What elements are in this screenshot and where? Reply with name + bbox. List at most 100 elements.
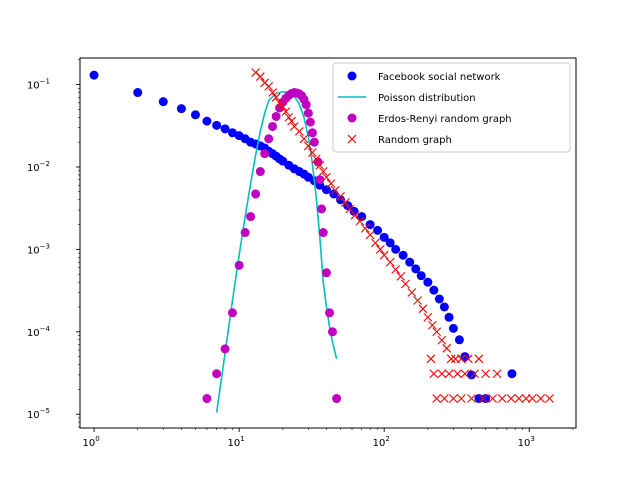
data-point-3-23 [340, 198, 350, 207]
data-point-2-34 [327, 327, 337, 337]
data-point-3-50 [429, 369, 439, 379]
data-point-0-3 [176, 104, 186, 114]
plot-frame [79, 57, 577, 429]
data-point-0-0 [89, 70, 99, 80]
data-point-3-46 [456, 354, 466, 364]
data-point-3-14 [303, 141, 313, 151]
data-point-2-30 [317, 204, 327, 214]
data-point-3-25 [350, 210, 360, 220]
data-point-2-27 [309, 137, 319, 147]
data-point-2-28 [313, 157, 323, 167]
data-point-2-2 [220, 344, 230, 354]
data-point-2-9 [260, 149, 270, 159]
data-point-3-28 [365, 230, 375, 240]
data-point-3-60 [449, 394, 458, 403]
data-point-3-8 [281, 107, 291, 116]
legend-label-poisson: Poisson distribution [378, 93, 476, 104]
legend: Facebook social network Poisson distribu… [332, 62, 571, 153]
data-point-2-32 [321, 268, 331, 278]
data-point-3-5 [271, 92, 281, 102]
data-point-3-47 [463, 354, 473, 364]
data-point-3-49 [426, 354, 436, 364]
data-point-3-32 [385, 257, 395, 267]
data-point-0-48 [454, 335, 464, 345]
legend-box [332, 62, 571, 153]
data-point-2-25 [305, 117, 315, 127]
data-point-0-32 [357, 212, 367, 222]
data-point-3-54 [460, 369, 470, 379]
data-point-2-12 [271, 111, 281, 121]
data-point-0-47 [448, 323, 458, 333]
data-point-2-1 [212, 369, 222, 379]
data-point-2-29 [315, 175, 325, 185]
data-point-3-15 [308, 148, 317, 157]
data-point-0-40 [411, 264, 421, 274]
data-point-3-34 [396, 272, 406, 281]
data-point-2-23 [301, 100, 311, 110]
data-point-3-62 [467, 394, 476, 403]
data-point-3-68 [521, 394, 531, 403]
data-point-3-48 [474, 354, 484, 364]
data-point-0-41 [416, 271, 426, 281]
data-point-0-29 [336, 195, 346, 205]
data-point-3-20 [326, 179, 336, 188]
data-point-0-49 [460, 352, 470, 362]
data-point-3-16 [311, 154, 321, 164]
data-point-0-42 [423, 277, 433, 287]
data-point-3-3 [264, 82, 274, 91]
data-point-0-27 [321, 185, 331, 195]
data-point-0-46 [444, 312, 454, 322]
data-point-3-13 [299, 134, 309, 144]
data-point-3-42 [437, 335, 447, 345]
data-point-3-26 [355, 216, 365, 226]
data-point-3-58 [432, 394, 442, 403]
data-point-3-53 [453, 369, 462, 379]
data-point-3-18 [318, 167, 328, 176]
legend-label-erdos-renyi: Erdos-Renyi random graph [378, 114, 512, 125]
data-point-2-10 [264, 134, 274, 144]
data-point-3-12 [294, 127, 304, 136]
data-point-3-39 [423, 312, 433, 322]
data-point-3-69 [527, 394, 537, 403]
data-point-3-67 [514, 394, 524, 403]
data-point-2-7 [251, 189, 261, 199]
legend-marker-erdos-renyi [347, 113, 357, 123]
data-point-3-52 [444, 369, 454, 379]
data-point-0-37 [391, 244, 401, 254]
data-point-3-17 [315, 160, 325, 170]
data-point-3-22 [336, 191, 345, 201]
legend-marker-facebook [347, 71, 357, 81]
data-point-3-70 [536, 394, 546, 403]
plot-marks [89, 68, 554, 413]
data-point-3-40 [428, 320, 437, 330]
data-point-2-24 [303, 108, 313, 118]
data-point-2-31 [318, 228, 328, 238]
data-point-3-9 [284, 112, 294, 122]
data-point-3-4 [268, 88, 277, 97]
data-point-0-43 [429, 285, 439, 295]
series-0 [89, 70, 517, 404]
legend-label-facebook: Facebook social network [378, 72, 501, 83]
data-point-0-36 [385, 238, 395, 248]
data-point-3-29 [371, 238, 380, 248]
data-point-0-5 [202, 116, 212, 126]
data-point-0-35 [379, 232, 389, 242]
data-point-3-10 [287, 116, 296, 126]
data-point-0-39 [405, 257, 415, 267]
data-point-0-44 [434, 294, 444, 304]
data-point-3-24 [345, 204, 355, 214]
data-point-3-64 [488, 394, 498, 403]
data-point-0-6 [212, 120, 222, 130]
legend-label-random-graph: Random graph [378, 135, 452, 146]
data-point-3-61 [456, 394, 466, 403]
data-point-0-38 [398, 250, 408, 260]
data-point-2-11 [268, 121, 278, 131]
data-point-3-35 [401, 279, 410, 289]
data-point-3-7 [278, 102, 288, 111]
y-minor-ticks [78, 59, 80, 428]
data-point-0-33 [365, 220, 375, 230]
data-point-3-30 [375, 244, 385, 254]
data-point-0-53 [507, 369, 517, 379]
data-point-2-5 [240, 228, 250, 238]
